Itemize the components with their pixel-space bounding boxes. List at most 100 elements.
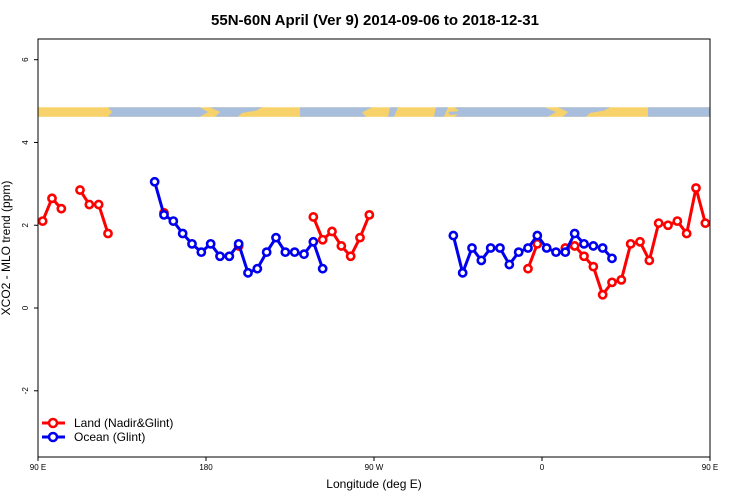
data-point <box>149 176 160 187</box>
data-point <box>233 238 244 249</box>
x-tick-label: 0 <box>540 463 545 472</box>
data-point <box>84 199 95 210</box>
x-axis: 90 E 180 90 W 0 90 E <box>30 457 718 472</box>
data-point <box>579 251 589 262</box>
data-point <box>597 289 608 300</box>
data-point <box>56 203 67 214</box>
series-line <box>153 181 325 275</box>
y-tick-label: 4 <box>21 140 30 145</box>
data-point <box>252 263 263 274</box>
legend-label-land: Land (Nadir&Glint) <box>74 416 173 430</box>
data-point <box>700 218 710 229</box>
data-point <box>243 267 253 278</box>
x-tick-label: 90 E <box>702 463 718 472</box>
x-axis-label: Longitude (deg E) <box>326 477 421 491</box>
map-strip-ocean <box>388 107 398 117</box>
series-ocean <box>149 176 617 278</box>
data-point <box>280 247 291 258</box>
data-point <box>467 243 477 253</box>
data-point <box>588 261 599 272</box>
data-point <box>103 228 113 239</box>
data-point <box>607 277 617 288</box>
data-point <box>205 238 216 249</box>
data-point <box>317 234 328 245</box>
x-tick-label: 90 W <box>365 463 384 472</box>
data-point <box>327 226 337 237</box>
data-point <box>159 209 169 220</box>
data-point <box>196 247 207 258</box>
y-tick-label: -2 <box>21 387 30 395</box>
data-point <box>569 228 580 239</box>
map-strip-land <box>38 107 710 117</box>
data-point <box>261 247 272 258</box>
y-tick-label: 6 <box>21 57 30 62</box>
data-point <box>317 263 328 274</box>
series-line <box>78 189 110 234</box>
data-point <box>663 220 673 231</box>
data-point <box>607 253 617 264</box>
y-tick-label: 0 <box>21 305 30 310</box>
data-point <box>271 232 281 243</box>
data-point <box>588 241 599 251</box>
map-strip <box>38 107 710 117</box>
data-point <box>597 243 608 253</box>
data-point <box>187 238 197 249</box>
data-point <box>38 216 48 226</box>
legend-label-ocean: Ocean (Glint) <box>74 430 145 444</box>
data-point <box>224 251 235 262</box>
data-point <box>616 274 627 285</box>
data-point <box>672 216 683 226</box>
data-point <box>504 259 515 270</box>
data-point <box>448 230 459 241</box>
data-point <box>560 247 571 258</box>
data-point <box>653 218 664 229</box>
legend-item-land: Land (Nadir&Glint) <box>42 416 173 430</box>
data-point <box>47 193 57 204</box>
data-point <box>644 255 655 266</box>
y-axis-label: XCO2 - MLO trend (ppm) <box>0 181 13 316</box>
data-point <box>720 195 727 202</box>
chart-title: 55N-60N April (Ver 9) 2014-09-06 to 2018… <box>211 12 539 29</box>
map-strip-ocean <box>210 107 262 117</box>
data-point <box>457 267 468 278</box>
legend: Land (Nadir&Glint) Ocean (Glint) <box>42 416 173 444</box>
data-point <box>299 249 309 260</box>
data-point <box>523 263 533 274</box>
map-strip-ocean <box>434 107 448 117</box>
data-point <box>495 243 505 253</box>
data-point <box>215 251 225 262</box>
data-point <box>345 251 356 262</box>
y-tick-label: 2 <box>21 222 30 227</box>
x-tick-label: 180 <box>199 463 213 472</box>
data-point <box>355 232 365 243</box>
legend-item-ocean: Ocean (Glint) <box>42 430 145 444</box>
data-point <box>289 247 300 258</box>
plot-frame <box>37 38 711 458</box>
data-point <box>308 236 319 247</box>
data-point <box>168 216 179 226</box>
data-point <box>541 243 552 253</box>
data-point <box>691 183 701 193</box>
y-axis: -2 0 2 4 6 <box>21 57 38 394</box>
data-point <box>177 228 188 239</box>
series-line <box>565 186 710 297</box>
data-point <box>364 209 375 220</box>
series-layer <box>38 176 737 300</box>
map-strip-ocean <box>108 107 208 117</box>
data-point <box>75 185 85 195</box>
data-point <box>485 243 496 253</box>
data-point <box>625 238 636 249</box>
x-tick-label: 90 E <box>30 463 46 472</box>
data-point <box>730 205 737 212</box>
data-point <box>476 255 487 266</box>
data-point <box>635 236 645 247</box>
data-point <box>308 212 319 222</box>
series-land <box>38 183 737 300</box>
data-point <box>551 247 561 258</box>
map-strip-ocean <box>455 107 556 117</box>
data-point <box>532 230 543 241</box>
data-point <box>336 241 347 251</box>
data-point <box>579 238 589 249</box>
data-point <box>569 241 580 251</box>
